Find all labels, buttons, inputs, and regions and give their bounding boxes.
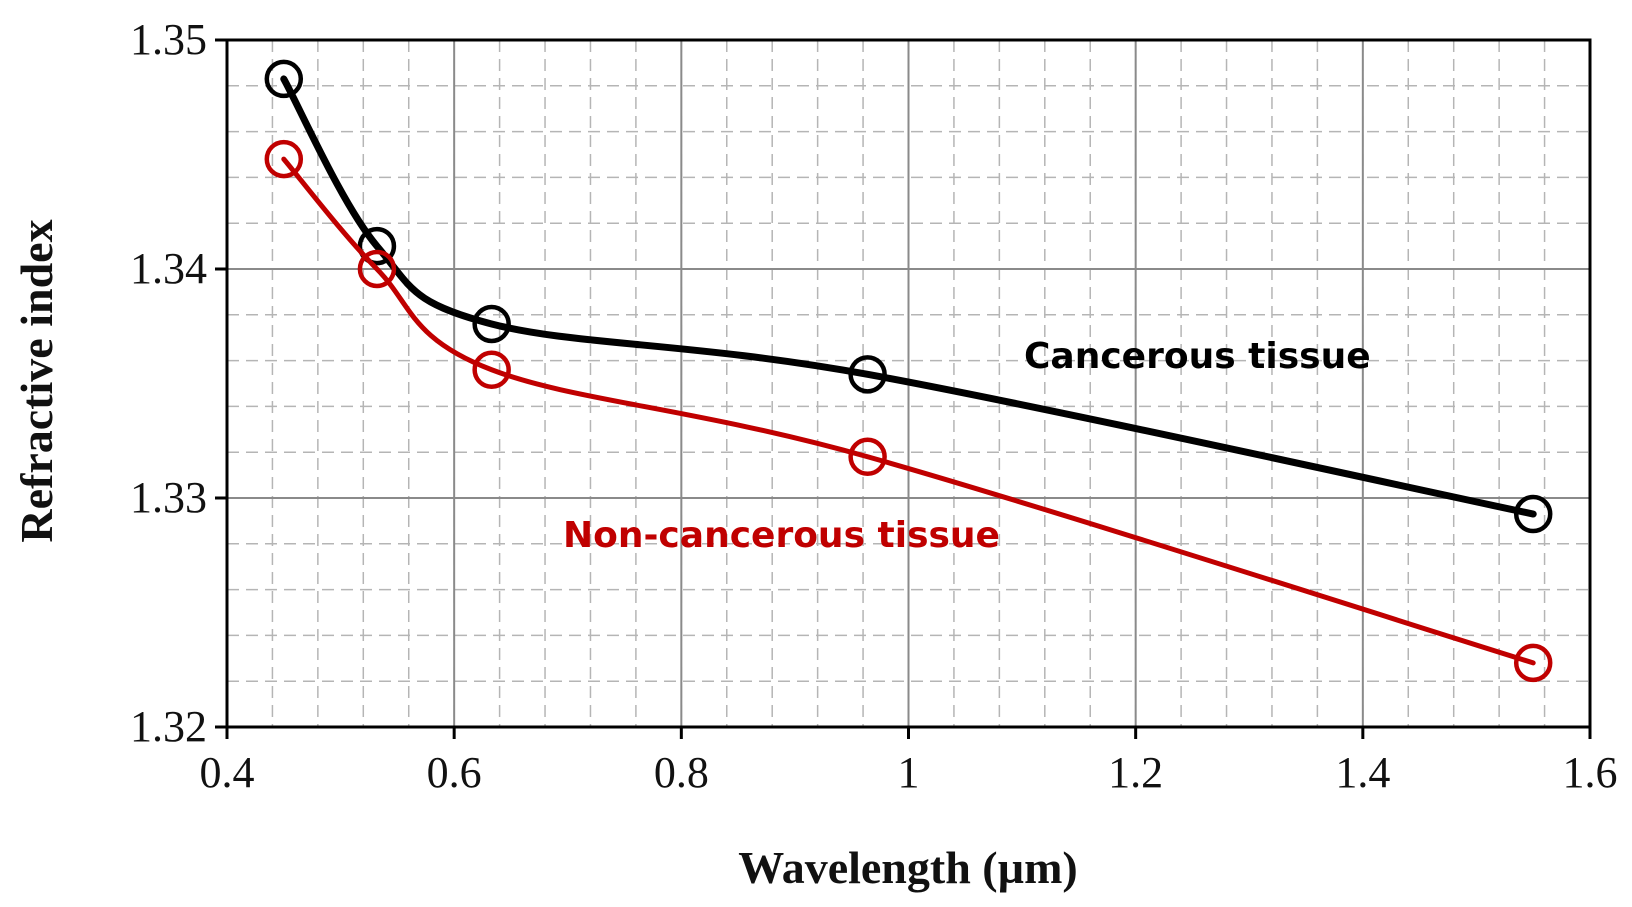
series-label-cancerous: Cancerous tissue: [1024, 336, 1371, 377]
x-tick-label: 0.8: [654, 748, 709, 797]
y-tick-label: 1.33: [130, 473, 207, 522]
data-point-non-cancerous: [264, 139, 304, 179]
x-tick-label: 1.2: [1108, 748, 1163, 797]
x-tick-label: 0.6: [427, 748, 482, 797]
x-tick-label: 1.4: [1335, 748, 1390, 797]
x-tick-label: 0.4: [200, 748, 255, 797]
x-tick-label: 1.6: [1563, 748, 1618, 797]
series-layer: [264, 59, 1553, 683]
data-point-non-cancerous: [357, 249, 397, 289]
y-tick-label: 1.35: [130, 15, 207, 64]
data-point-non-cancerous: [1513, 643, 1553, 683]
data-point-cancerous: [848, 355, 887, 394]
y-axis-title: Refractive index: [11, 219, 62, 542]
data-point-non-cancerous: [472, 350, 511, 390]
x-tick-label: 1: [898, 748, 920, 797]
series-label-non-cancerous: Non-cancerous tissue: [563, 515, 1000, 556]
x-axis-ticks: 0.4 0.6 0.8 1 1.2 1.4 1.6: [200, 727, 1618, 797]
data-point-cancerous: [264, 59, 304, 99]
data-point-cancerous: [1513, 494, 1553, 534]
series-line-non-cancerous: [281, 156, 1536, 666]
data-point-non-cancerous: [848, 437, 887, 477]
x-axis-title: Wavelength (µm): [738, 842, 1078, 893]
y-axis-ticks: 1.32 1.33 1.34 1.35: [130, 15, 227, 751]
y-tick-label: 1.34: [130, 244, 207, 293]
data-point-cancerous: [472, 304, 511, 344]
data-point-cancerous: [357, 226, 397, 266]
y-tick-label: 1.32: [130, 702, 207, 751]
